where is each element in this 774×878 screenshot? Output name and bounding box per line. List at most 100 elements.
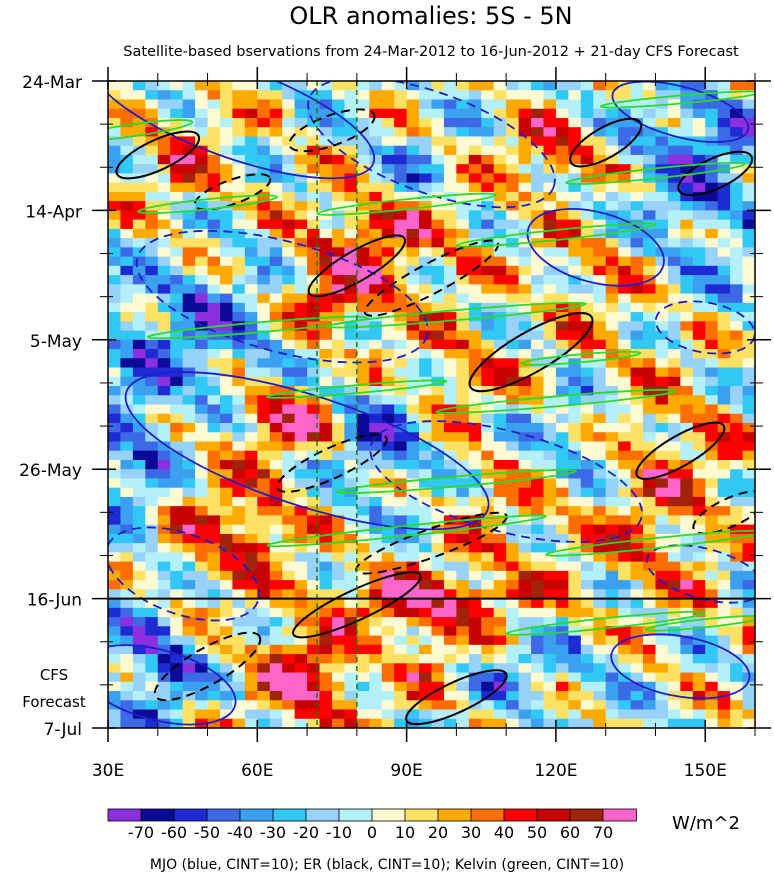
- er-contour: [115, 130, 201, 180]
- colorbar-label: 60: [560, 823, 580, 842]
- olr-cell: [655, 182, 669, 193]
- olr-cell: [643, 339, 657, 350]
- olr-cell: [108, 247, 122, 258]
- olr-cell: [493, 228, 507, 239]
- olr-cell: [481, 580, 495, 590]
- olr-cell: [108, 506, 122, 517]
- olr-cell: [344, 386, 358, 396]
- x-tick-label: 150E: [684, 761, 727, 781]
- olr-cell: [132, 441, 146, 452]
- olr-cell: [244, 459, 258, 470]
- olr-cell: [630, 709, 644, 720]
- olr-cell: [331, 358, 345, 369]
- olr-cell: [443, 718, 457, 728]
- olr-cell: [419, 663, 433, 674]
- olr-cell: [157, 275, 171, 285]
- olr-cell: [207, 635, 221, 646]
- olr-cell: [692, 367, 706, 378]
- olr-cell: [207, 626, 221, 637]
- olr-cell: [381, 367, 395, 378]
- olr-cell: [219, 117, 234, 128]
- olr-cell: [344, 626, 358, 637]
- olr-cell: [692, 515, 706, 526]
- olr-cell: [742, 644, 755, 655]
- olr-cell: [269, 570, 283, 581]
- olr-cell: [294, 376, 308, 387]
- olr-cell: [667, 515, 681, 526]
- olr-cell: [518, 691, 532, 701]
- olr-cell: [643, 561, 657, 572]
- olr-cell: [630, 644, 644, 655]
- olr-cell: [481, 459, 495, 470]
- olr-cell: [120, 515, 134, 526]
- olr-cell: [630, 607, 644, 618]
- olr-cell: [170, 404, 184, 415]
- olr-cell: [543, 441, 557, 452]
- olr-cell: [108, 210, 122, 221]
- olr-cell: [419, 90, 433, 101]
- olr-cell: [593, 654, 607, 664]
- olr-cell: [443, 635, 457, 646]
- olr-cell: [667, 589, 681, 600]
- olr-cell: [742, 681, 755, 692]
- olr-cell: [518, 302, 532, 313]
- olr-cell: [518, 432, 532, 443]
- olr-cell: [680, 247, 694, 258]
- olr-cell: [443, 376, 457, 387]
- olr-cell: [331, 552, 345, 563]
- er-contour: [288, 108, 376, 153]
- olr-cell: [443, 672, 457, 683]
- olr-cell: [244, 210, 258, 221]
- olr-cell: [630, 441, 644, 452]
- olr-cell: [344, 459, 358, 470]
- olr-cell: [394, 718, 408, 728]
- olr-cell: [568, 293, 582, 304]
- olr-cell: [518, 182, 532, 193]
- olr-cell: [282, 395, 296, 406]
- olr-cell: [195, 515, 209, 526]
- olr-cell: [207, 709, 221, 720]
- olr-cell: [568, 90, 582, 101]
- olr-cell: [655, 432, 669, 443]
- olr-cell: [182, 533, 196, 544]
- olr-cell: [232, 506, 246, 517]
- olr-cell: [717, 681, 731, 692]
- olr-cell: [219, 543, 234, 553]
- olr-cell: [157, 718, 171, 728]
- olr-cell: [195, 99, 209, 110]
- olr-cell: [555, 367, 569, 378]
- olr-cell: [468, 247, 482, 258]
- olr-cell: [344, 524, 358, 535]
- olr-cell: [269, 228, 283, 239]
- olr-cell: [630, 265, 644, 276]
- olr-cell: [593, 108, 607, 119]
- olr-cell: [157, 626, 171, 637]
- olr-cell: [344, 469, 358, 480]
- olr-cell: [705, 376, 719, 387]
- olr-cell: [369, 339, 383, 350]
- olr-cell: [406, 709, 420, 720]
- olr-cell: [207, 395, 221, 406]
- olr-cell: [344, 99, 358, 110]
- olr-cell: [369, 219, 383, 230]
- olr-cell: [431, 81, 445, 91]
- olr-cell: [705, 256, 719, 267]
- olr-cell: [170, 293, 184, 304]
- olr-cell: [630, 219, 644, 230]
- olr-cell: [468, 617, 482, 627]
- olr-cell: [692, 506, 706, 517]
- olr-cell: [232, 173, 246, 184]
- olr-cell: [219, 173, 234, 184]
- olr-cell: [493, 598, 507, 609]
- olr-cell: [431, 312, 445, 322]
- olr-cell: [630, 589, 644, 600]
- olr-cell: [655, 515, 669, 526]
- olr-cell: [257, 718, 271, 728]
- olr-cell: [692, 210, 706, 221]
- olr-cell: [717, 191, 731, 202]
- kelvin-contour: [644, 614, 755, 632]
- olr-cell: [543, 191, 557, 202]
- olr-cell: [157, 487, 171, 498]
- olr-cell: [630, 358, 644, 369]
- olr-cell: [443, 607, 457, 618]
